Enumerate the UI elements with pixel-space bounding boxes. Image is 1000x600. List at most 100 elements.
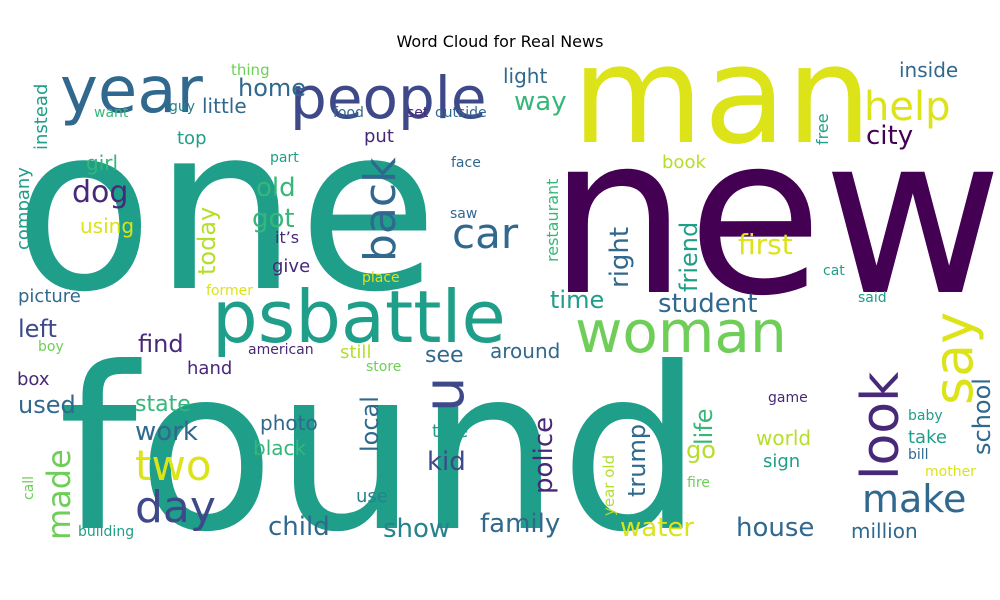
word-instead: instead — [31, 84, 52, 150]
word-school: school — [968, 378, 996, 455]
word-first: first — [738, 228, 793, 261]
word-place: place — [362, 270, 400, 286]
word-give: give — [272, 256, 310, 277]
word-store: store — [366, 359, 401, 375]
word-yearold: yearold — [83, 418, 102, 478]
word-two: two — [135, 441, 212, 490]
word-dog: dog — [72, 175, 128, 210]
word-part: part — [270, 150, 299, 166]
word-bill: bill — [908, 447, 929, 463]
word-time: time — [550, 286, 604, 314]
word-book: book — [662, 152, 706, 173]
word-show: show — [383, 514, 450, 544]
word-student: student — [658, 289, 757, 319]
word-old: old — [256, 173, 296, 203]
word-one: one — [14, 76, 438, 342]
word-tree: tree — [432, 421, 468, 442]
word-little: little — [202, 94, 247, 118]
word-child: child — [268, 512, 330, 542]
word-free: free — [813, 113, 832, 145]
word-baby: baby — [908, 408, 943, 424]
chart-title: Word Cloud for Real News — [396, 32, 604, 51]
word-found: found — [58, 320, 703, 582]
word-call: call — [21, 476, 37, 500]
word-year: year — [60, 54, 203, 128]
word-picture: picture — [18, 286, 81, 307]
word-car: car — [452, 209, 519, 258]
word-look: look — [851, 372, 911, 480]
word-restaurant: restaurant — [543, 179, 562, 262]
word-kid: kid — [427, 447, 466, 477]
word-right: right — [605, 227, 635, 288]
word-today: today — [193, 207, 221, 275]
word-outside: outside — [435, 105, 487, 121]
word-make: make — [862, 477, 966, 521]
word-box: box — [17, 369, 50, 390]
word-company: company — [13, 167, 34, 250]
word-way: way — [514, 87, 567, 117]
word-want: want — [94, 105, 129, 121]
word-take: take — [908, 427, 947, 448]
word-made: made — [40, 449, 78, 540]
word-american: american — [248, 342, 314, 358]
word-find: find — [138, 330, 184, 358]
word-people: people — [290, 64, 487, 132]
word-face: face — [451, 155, 481, 171]
word-police: police — [529, 417, 559, 494]
word-day: day — [135, 482, 216, 533]
word-top: top — [177, 128, 207, 149]
word-guy: guy — [169, 99, 195, 115]
word-man: man — [572, 17, 872, 174]
word-say: say — [922, 312, 985, 405]
word-used: used — [18, 391, 76, 419]
word-it-s: it’s — [275, 228, 299, 247]
word-go: go — [686, 436, 716, 464]
word-trump: trump — [623, 424, 651, 497]
word-photo: photo — [260, 411, 318, 435]
word-thing: thing — [231, 61, 270, 79]
word-set: set — [407, 105, 429, 121]
word-hand: hand — [187, 358, 232, 379]
word-world: world — [756, 426, 811, 450]
word-life: life — [690, 408, 718, 445]
word-house: house — [736, 513, 814, 543]
word-work: work — [135, 417, 198, 447]
word-food: food — [333, 105, 364, 121]
word-left: left — [18, 315, 57, 343]
word-help: help — [864, 84, 950, 130]
word-year-old: year old — [600, 455, 618, 516]
word-former: former — [206, 283, 253, 299]
word-fire: fire — [687, 475, 710, 491]
word-game: game — [768, 390, 808, 406]
word-boy: boy — [38, 339, 64, 355]
word-water: water — [620, 513, 694, 543]
word-using: using — [80, 214, 134, 238]
word-black: black — [253, 436, 307, 460]
word-u: u — [412, 377, 477, 413]
word-use: use — [356, 486, 388, 507]
word-still: still — [340, 342, 371, 363]
word-family: family — [480, 509, 560, 539]
word-woman: woman — [575, 298, 787, 366]
word-new: new — [548, 88, 1000, 344]
word-friend: friend — [675, 222, 703, 292]
word-got: got — [252, 204, 295, 234]
word-home: home — [238, 74, 306, 102]
word-psbattle: psbattle — [212, 275, 506, 359]
word-sign: sign — [763, 451, 800, 472]
word-put: put — [364, 126, 394, 147]
word-around: around — [490, 339, 560, 363]
word-local: local — [356, 396, 384, 452]
word-million: million — [851, 519, 918, 543]
word-saw: saw — [450, 206, 477, 222]
word-mother: mother — [925, 464, 976, 480]
word-inside: inside — [899, 58, 958, 82]
word-see: see — [425, 343, 464, 368]
word-cat: cat — [823, 263, 845, 279]
word-girl: girl — [86, 151, 118, 175]
word-state: state — [135, 392, 191, 417]
word-city: city — [866, 121, 913, 151]
word-building: building — [78, 524, 134, 540]
word-back: back — [355, 157, 406, 262]
